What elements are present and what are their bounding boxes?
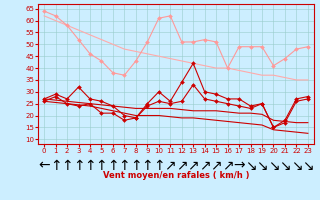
X-axis label: Vent moyen/en rafales ( km/h ): Vent moyen/en rafales ( km/h ) (103, 171, 249, 180)
